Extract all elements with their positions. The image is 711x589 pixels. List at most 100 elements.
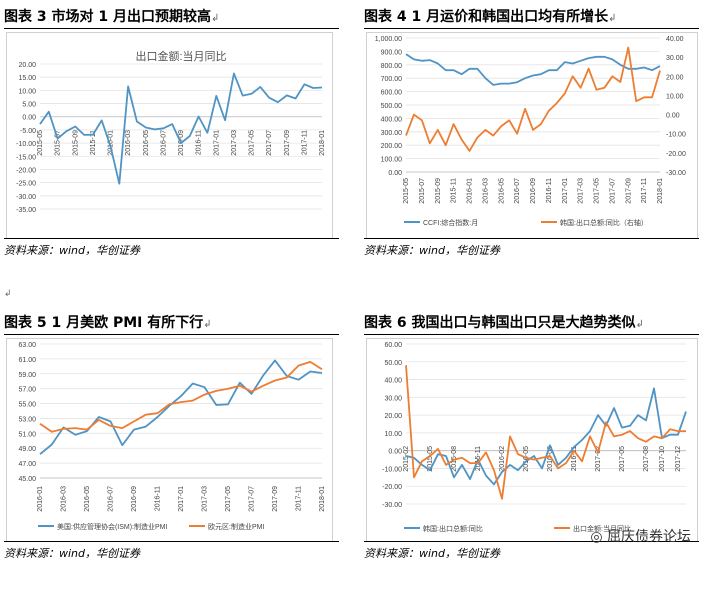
legend-label: 韩国:出口总额:同比 xyxy=(423,524,483,533)
y-tick-label: 53.00 xyxy=(18,416,36,423)
legend-label: 欧元区:制造业PMI xyxy=(208,522,264,531)
x-tick-label: 2016-07 xyxy=(514,178,521,204)
y-tick-label: -20.00 xyxy=(16,167,36,174)
y-tick-label: 59.00 xyxy=(18,372,36,379)
y-tick-label: 15.00 xyxy=(18,75,36,82)
y-tick-label: 63.00 xyxy=(18,342,36,349)
y-right-tick-label: 0.00 xyxy=(666,113,680,120)
y-tick-label: 800.00 xyxy=(381,63,403,70)
x-tick-label: 2015-05 xyxy=(427,446,434,472)
x-tick-label: 2016-07 xyxy=(160,130,167,156)
y-tick-label: -10.00 xyxy=(382,466,402,473)
panel-title: 图表 6 我国出口与韩国出口只是大趋势类似↲ xyxy=(364,315,644,331)
source-rule xyxy=(4,238,339,239)
y-tick-label: 51.00 xyxy=(18,431,36,438)
x-tick-label: 2016-02 xyxy=(499,446,506,472)
y-tick-label: 30.00 xyxy=(384,395,402,402)
y-tick-label: -5.00 xyxy=(20,128,36,135)
chart-china-vs-korea-export: 60.00 50.00 40.00 30.00 20.00 10.00 0.00 -10.00… xyxy=(382,342,687,533)
y-tick-label: 60.00 xyxy=(384,342,402,349)
y-tick-label: 20.00 xyxy=(384,413,402,420)
x-tick-label: 2016-03 xyxy=(125,130,132,156)
y-tick-label: 900.00 xyxy=(381,49,403,56)
y-tick-label: 45.00 xyxy=(18,476,36,483)
y-tick-label: 61.00 xyxy=(18,357,36,364)
y-tick-label: 100.00 xyxy=(381,157,403,164)
x-tick-label: 2016-11 xyxy=(155,486,162,511)
series-line-1 xyxy=(39,359,323,455)
source-rule xyxy=(364,238,699,239)
y-right-tick-label: 40.00 xyxy=(666,36,684,43)
title-rule xyxy=(364,28,699,29)
y-tick-label: 10.00 xyxy=(18,88,36,95)
x-tick-label: 2017-02 xyxy=(595,446,602,472)
panel-chart-3: 图表 3 市场对 1 月出口预期较高↲ 20.00 15.00 10.00 5.00 0… xyxy=(0,0,345,283)
legend-label: 韩国:出口总额:同比（右轴） xyxy=(560,218,648,227)
chart-export-yoy: 20.00 15.00 10.00 5.00 0.00 -5.00 -10.00 -15.00… xyxy=(16,49,326,214)
x-tick-label: 2018-01 xyxy=(657,178,664,204)
paragraph-mark: ↲ xyxy=(4,288,12,298)
x-tick-label: 2015-07 xyxy=(55,130,62,156)
y-tick-label: 10.00 xyxy=(384,431,402,438)
y-right-tick-label: -30.00 xyxy=(666,170,686,177)
x-tick-label: 2017-01 xyxy=(562,178,569,204)
x-tick-label: 2015-11 xyxy=(475,446,482,471)
x-tick-label: 2016-03 xyxy=(482,178,489,204)
series-line-2 xyxy=(39,361,323,433)
y-tick-label: 49.00 xyxy=(18,446,36,453)
title-rule xyxy=(4,28,339,29)
x-tick-label: 2016-11 xyxy=(546,178,553,203)
x-tick-label: 2017-05 xyxy=(619,446,626,472)
y-tick-label: 57.00 xyxy=(18,387,36,394)
x-tick-label: 2016-03 xyxy=(61,486,68,512)
panel-chart-5: 图表 5 1 月美欧 PMI 有所下行↲ 63.00 61.00 59.00 57.0… xyxy=(0,306,345,589)
x-tick-label: 2017-08 xyxy=(643,446,650,472)
legend-label: 出口金额:当月同比 xyxy=(573,524,631,533)
y-right-tick-label: 30.00 xyxy=(666,55,684,62)
x-tick-label: 2017-09 xyxy=(272,486,279,512)
x-tick-label: 2016-07 xyxy=(108,486,115,512)
x-tick-label: 2017-01 xyxy=(178,486,185,512)
x-tick-label: 2015-02 xyxy=(403,446,410,472)
x-tick-label: 2017-11 xyxy=(301,130,308,155)
y-tick-label: 300.00 xyxy=(381,130,403,137)
x-tick-label: 2016-01 xyxy=(37,486,44,512)
source-note: 资料来源：wind，华创证券 xyxy=(364,244,501,257)
y-tick-label: 55.00 xyxy=(18,402,36,409)
x-tick-label: 2016-05 xyxy=(498,178,505,204)
x-tick-label: 2015-07 xyxy=(419,178,426,204)
y-tick-label: -25.00 xyxy=(16,181,36,188)
y-tick-label: 0.00 xyxy=(22,115,36,122)
x-tick-label: 2017-05 xyxy=(225,486,232,512)
x-tick-label: 2017-01 xyxy=(213,130,220,156)
y-tick-label: 0.00 xyxy=(388,170,402,177)
x-tick-label: 2015-09 xyxy=(72,130,79,156)
y-tick-label: -20.00 xyxy=(382,484,402,491)
y-tick-label: 400.00 xyxy=(381,116,403,123)
chart-title: 出口金额:当月同比 xyxy=(135,49,226,63)
chart-us-eu-pmi: 63.00 61.00 59.00 57.00 55.00 53.00 51.00 49.00… xyxy=(18,342,326,531)
y-right-tick-label: 20.00 xyxy=(666,74,684,81)
x-tick-label: 2016-01 xyxy=(108,130,115,156)
source-note: 资料来源：wind，华创证券 xyxy=(364,547,501,560)
series-line-1 xyxy=(405,53,661,86)
source-rule xyxy=(364,541,699,542)
x-tick-label: 2017-07 xyxy=(249,486,256,512)
watermark: ◎ 屈庆债券论坛 xyxy=(590,529,691,545)
y-tick-label: 600.00 xyxy=(381,90,403,97)
y-tick-label: 200.00 xyxy=(381,143,403,150)
x-tick-label: 2017-03 xyxy=(202,486,209,512)
x-tick-label: 2015-11 xyxy=(90,130,97,155)
y-tick-label: -15.00 xyxy=(16,154,36,161)
x-tick-label: 2016-09 xyxy=(131,486,138,512)
x-tick-label: 2015-05 xyxy=(403,178,410,204)
panel-title: 图表 5 1 月美欧 PMI 有所下行↲ xyxy=(4,315,212,331)
x-tick-label: 2016-08 xyxy=(547,446,554,472)
panel-chart-6: 图表 6 我国出口与韩国出口只是大趋势类似↲ 60.00 50.00 40.00 30… xyxy=(360,306,705,589)
x-tick-label: 2016-11 xyxy=(571,446,578,471)
panel-chart-4: 图表 4 1 月运价和韩国出口均有所增长↲ 1,000.00 900.00 800.… xyxy=(360,0,705,283)
series-line-2 xyxy=(405,365,686,500)
x-tick-label: 2017-09 xyxy=(284,130,291,156)
x-tick-label: 2017-09 xyxy=(625,178,632,204)
title-rule xyxy=(4,334,339,335)
